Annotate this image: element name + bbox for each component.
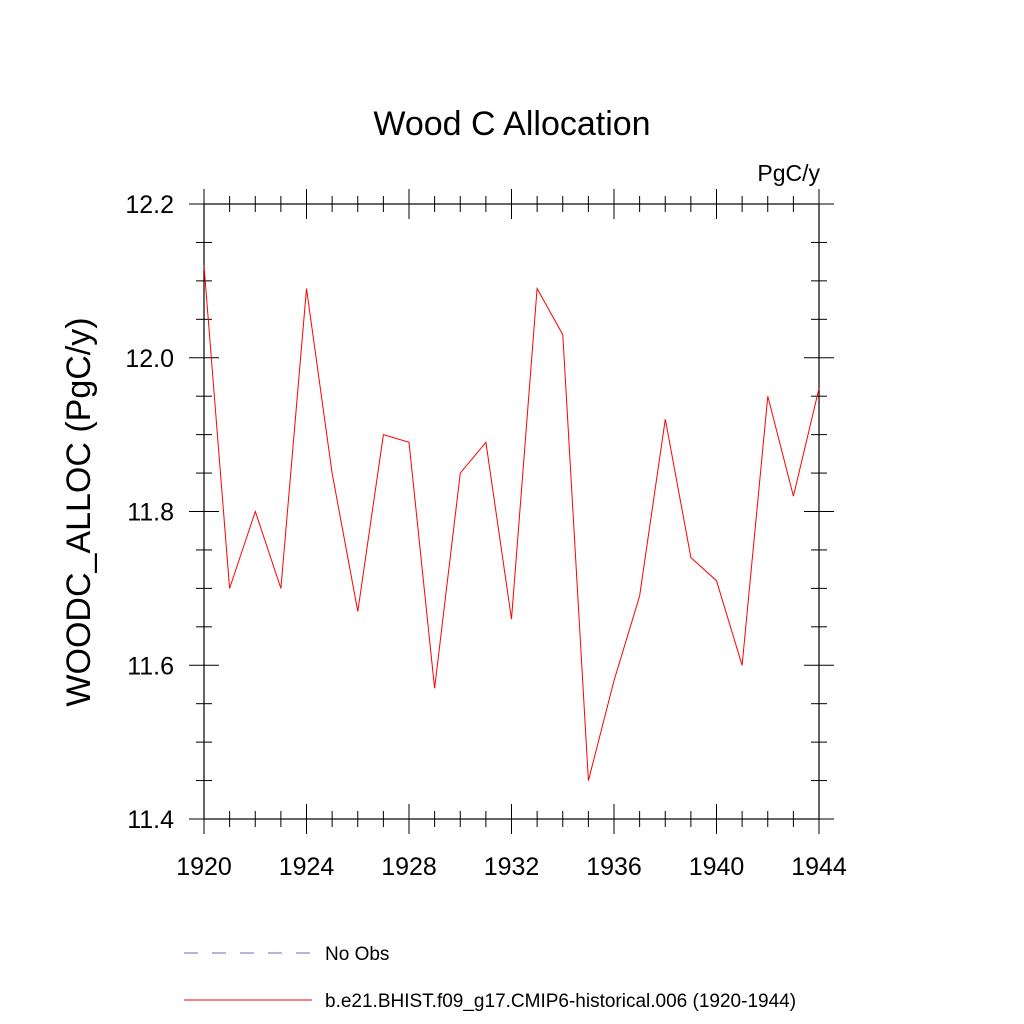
y-tick-label: 11.4: [127, 806, 174, 834]
y-tick-label: 11.8: [127, 499, 174, 527]
x-tick-label: 1924: [279, 853, 335, 881]
legend-label: No Obs: [325, 944, 389, 965]
legend-label: b.e21.BHIST.f09_g17.CMIP6-historical.006…: [325, 991, 796, 1012]
y-tick-label: 11.6: [127, 652, 174, 680]
units-label: PgC/y: [757, 160, 820, 186]
series-layer: [203, 265, 820, 781]
x-tick-label: 1920: [176, 853, 232, 881]
y-tick-label: 12.0: [125, 345, 174, 373]
chart-title: Wood C Allocation: [373, 105, 650, 143]
x-tick-label: 1944: [791, 853, 847, 881]
plot-frame: [203, 203, 820, 820]
axis-ticks: [189, 189, 834, 834]
y-axis-label: WOODC_ALLOC (PgC/y): [60, 317, 98, 706]
x-tick-label: 1928: [381, 853, 437, 881]
tick-labels: 1920 1924 1928 1932 1936 1940 1944 11.4 11.6 11.8…: [125, 191, 847, 881]
series-line: [203, 265, 820, 781]
x-tick-label: 1940: [689, 853, 745, 881]
x-tick-label: 1932: [484, 853, 540, 881]
legend: No Obs b.e21.BHIST.f09_g17.CMIP6-historic…: [184, 944, 796, 1012]
x-tick-label: 1936: [586, 853, 642, 881]
y-tick-label: 12.2: [125, 191, 174, 219]
